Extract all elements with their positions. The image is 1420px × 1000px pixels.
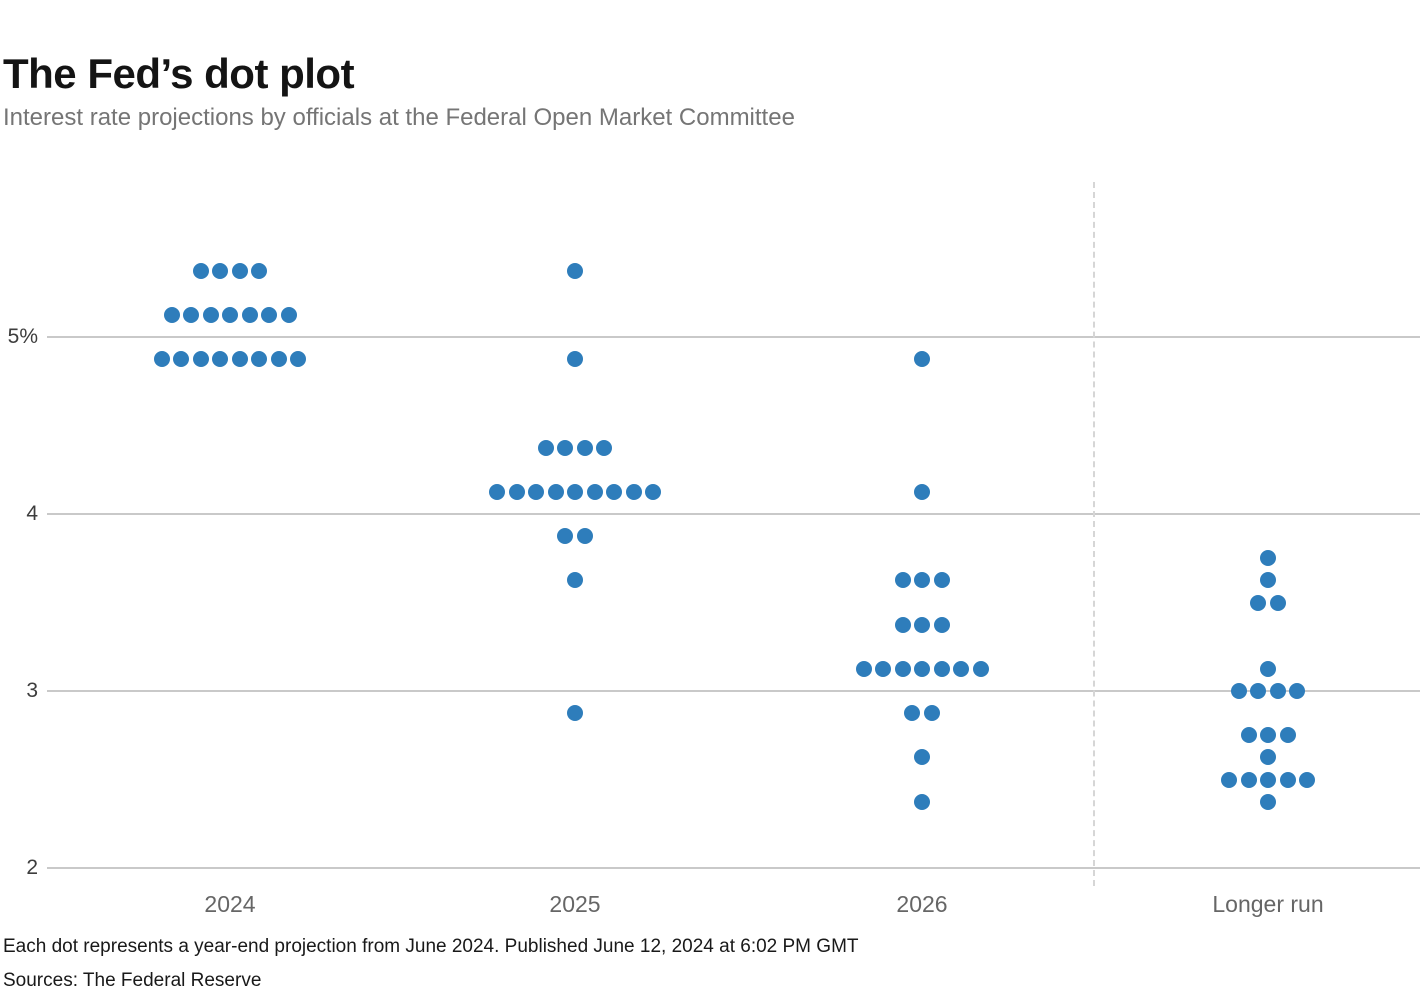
projection-dot	[192, 351, 209, 368]
chart-title: The Fed’s dot plot	[3, 50, 355, 98]
projection-dot	[953, 660, 969, 677]
projection-dot	[1260, 550, 1276, 567]
projection-dot	[567, 483, 583, 500]
projection-dot	[270, 351, 287, 368]
projection-dot	[251, 262, 268, 279]
projection-dot	[1260, 749, 1276, 766]
projection-dot	[972, 660, 989, 677]
footnote: Each dot represents a year-end projectio…	[3, 936, 859, 957]
projection-dot	[567, 572, 583, 589]
x-axis-label-2026: 2026	[896, 891, 948, 917]
chart-subtitle: Interest rate projections by officials a…	[3, 104, 795, 131]
plot-area: 5% 4 3 2	[0, 180, 1420, 890]
projection-dot	[261, 306, 277, 323]
projection-dot	[567, 262, 583, 279]
projection-dot	[606, 483, 622, 500]
projection-dot	[1269, 683, 1286, 699]
projection-dot	[489, 483, 505, 500]
projection-dot	[567, 705, 583, 722]
projection-dot	[241, 306, 258, 323]
x-axis-label-longer-run: Longer run	[1212, 891, 1324, 917]
gridline-5	[47, 336, 1420, 338]
projection-dot	[914, 660, 930, 677]
projection-dot	[914, 793, 930, 810]
projection-dot	[1260, 572, 1276, 589]
projection-dot	[557, 528, 574, 545]
gridline-4	[47, 513, 1420, 515]
projection-dot	[567, 351, 583, 368]
projection-dot	[875, 660, 891, 677]
projection-dot	[173, 351, 190, 368]
projection-dot	[914, 749, 930, 766]
projection-dot	[547, 483, 564, 500]
projection-dot	[212, 351, 229, 368]
longer-run-separator	[1093, 182, 1095, 886]
projection-dot	[1240, 727, 1257, 744]
projection-dot	[586, 483, 603, 500]
projection-dot	[933, 660, 950, 677]
projection-dot	[1260, 793, 1276, 810]
projection-dot	[231, 351, 248, 368]
y-tick-label-3: 3	[26, 679, 38, 702]
projection-dot	[1240, 771, 1257, 788]
projection-dot	[914, 351, 930, 368]
projection-dot	[1279, 727, 1296, 744]
y-tick-label-2: 2	[26, 856, 38, 879]
y-tick-label-4: 4	[26, 502, 38, 525]
projection-dot	[576, 528, 593, 545]
projection-dot	[855, 660, 872, 677]
projection-dot	[914, 483, 930, 500]
projection-dot	[153, 351, 170, 368]
projection-dot	[923, 705, 940, 722]
projection-dot	[894, 660, 911, 677]
projection-dot	[645, 483, 661, 500]
projection-dot	[183, 306, 199, 323]
projection-dot	[528, 483, 544, 500]
projection-dot	[192, 262, 209, 279]
projection-dot	[1250, 683, 1267, 699]
x-axis-label-2024: 2024	[204, 891, 256, 917]
projection-dot	[933, 616, 950, 633]
projection-dot	[1260, 727, 1276, 744]
projection-dot	[894, 616, 911, 633]
projection-dot	[1230, 683, 1247, 699]
projection-dot	[914, 572, 930, 589]
projection-dot	[904, 705, 921, 722]
projection-dot	[1289, 683, 1306, 699]
source-line: Sources: The Federal Reserve	[3, 970, 262, 991]
projection-dot	[508, 483, 525, 500]
projection-dot	[1299, 771, 1315, 788]
projection-dot	[202, 306, 219, 323]
x-axis-label-2025: 2025	[549, 891, 601, 917]
y-tick-label-5: 5%	[7, 325, 38, 348]
projection-dot	[625, 483, 642, 500]
projection-dot	[1269, 594, 1286, 611]
projection-dot	[596, 439, 613, 456]
projection-dot	[1260, 660, 1276, 677]
projection-dot	[1279, 771, 1296, 788]
gridline-3	[47, 690, 1420, 692]
projection-dot	[280, 306, 297, 323]
projection-dot	[933, 572, 950, 589]
projection-dot	[1250, 594, 1267, 611]
gridline-2	[47, 867, 1420, 869]
projection-dot	[231, 262, 248, 279]
projection-dot	[222, 306, 238, 323]
projection-dot	[557, 439, 574, 456]
projection-dot	[894, 572, 911, 589]
projection-dot	[251, 351, 268, 368]
projection-dot	[212, 262, 229, 279]
projection-dot	[1221, 771, 1237, 788]
projection-dot	[537, 439, 554, 456]
projection-dot	[290, 351, 307, 368]
projection-dot	[914, 616, 930, 633]
projection-dot	[1260, 771, 1276, 788]
projection-dot	[576, 439, 593, 456]
projection-dot	[163, 306, 180, 323]
